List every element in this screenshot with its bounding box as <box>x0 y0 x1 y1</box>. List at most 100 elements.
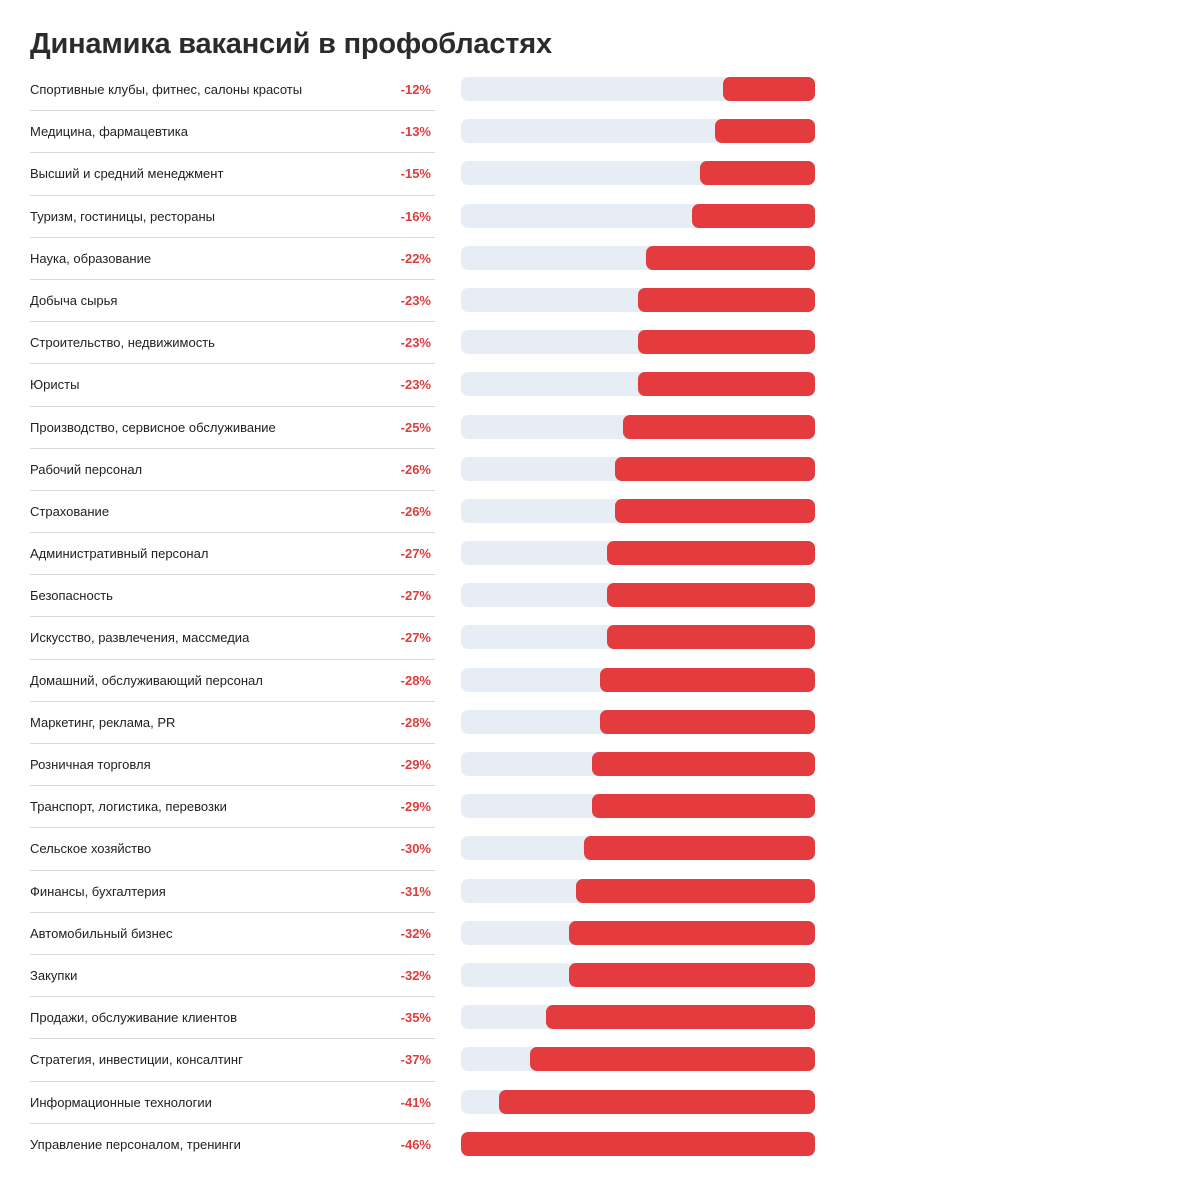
bar-track <box>461 709 815 734</box>
category-label: Безопасность <box>30 588 113 604</box>
row-divider <box>30 278 435 280</box>
value-label: -15% <box>400 166 431 182</box>
bar <box>607 541 815 566</box>
bar <box>638 372 815 397</box>
chart-row: Управление персоналом, тренинги -46% <box>30 1122 816 1165</box>
bar <box>545 1005 815 1030</box>
value-label: -16% <box>400 208 431 224</box>
bar-track <box>461 1089 815 1114</box>
bar <box>607 583 815 608</box>
bar <box>614 498 815 523</box>
bar-track <box>461 878 815 903</box>
category-label: Высший и средний менеджмент <box>30 166 224 182</box>
bar-track <box>461 752 815 776</box>
row-divider <box>30 152 435 154</box>
bar <box>568 962 815 987</box>
row-divider <box>30 1122 435 1124</box>
category-label: Стратегия, инвестиции, консалтинг <box>30 1052 243 1068</box>
row-divider <box>30 363 435 365</box>
category-label: Управление персоналом, тренинги <box>30 1136 241 1152</box>
bar <box>645 245 815 270</box>
chart-row: Рабочий персонал -26% <box>30 447 816 490</box>
row-divider <box>30 489 435 491</box>
category-label: Искусство, развлечения, массмедиа <box>30 630 250 646</box>
bar-track <box>461 1131 815 1156</box>
category-label: Страхование <box>30 503 110 519</box>
bar-track <box>461 962 815 987</box>
category-label: Туризм, гостиницы, рестораны <box>30 208 216 224</box>
category-label: Производство, сервисное обслуживание <box>30 419 276 435</box>
bar-track <box>461 920 815 945</box>
row-divider <box>30 953 435 955</box>
bar-track <box>461 498 815 523</box>
bar-track <box>461 245 815 270</box>
bar-track <box>461 372 815 397</box>
value-label: -30% <box>400 841 431 857</box>
chart-row: Сельское хозяйство -30% <box>30 827 816 869</box>
category-label: Закупки <box>30 967 78 983</box>
row-divider <box>30 827 435 829</box>
bar-track <box>461 330 815 355</box>
chart-row: Высший и средний менеджмент -15% <box>30 152 816 194</box>
value-label: -29% <box>400 757 431 772</box>
bar <box>638 330 815 355</box>
category-label: Медицина, фармацевтика <box>30 124 188 140</box>
chart-row: Наука, образование -22% <box>30 236 816 279</box>
bar <box>714 119 815 144</box>
bar-track <box>461 456 815 481</box>
value-label: -13% <box>400 124 431 140</box>
row-divider <box>30 996 435 998</box>
chart-row: Туризм, гостиницы, рестораны -16% <box>30 194 816 237</box>
bar-track <box>461 625 815 650</box>
bar <box>599 667 815 692</box>
chart-row: Финансы, бухгалтерия -31% <box>30 869 816 912</box>
chart-row: Информационные технологии -41% <box>30 1080 816 1123</box>
bar <box>607 625 815 650</box>
value-label: -23% <box>400 377 431 393</box>
bar-track <box>461 287 815 312</box>
value-label: -26% <box>400 461 431 477</box>
row-divider <box>30 658 435 660</box>
category-label: Транспорт, логистика, перевозки <box>30 799 227 815</box>
bar <box>591 794 815 819</box>
bar-track <box>461 203 815 228</box>
chart-row: Административный персонал -27% <box>30 532 816 574</box>
chart-row: Розничная торговля -29% <box>30 743 816 785</box>
category-label: Строительство, недвижимость <box>30 335 215 351</box>
category-label: Сельское хозяйство <box>30 841 152 857</box>
row-divider <box>30 321 435 323</box>
bar <box>499 1089 815 1114</box>
chart-row: Производство, сервисное обслуживание -25% <box>30 405 816 448</box>
value-label: -32% <box>400 925 431 941</box>
value-label: -46% <box>400 1136 431 1152</box>
chart-row: Безопасность -27% <box>30 574 816 616</box>
value-label: -25% <box>400 419 431 435</box>
bar-track <box>461 1005 815 1030</box>
bar-chart: Спортивные клубы, фитнес, салоны красоты… <box>30 68 816 1165</box>
value-label: -27% <box>400 546 431 562</box>
chart-row: Спортивные клубы, фитнес, салоны красоты… <box>30 68 816 110</box>
category-label: Рабочий персонал <box>30 461 143 477</box>
row-divider <box>30 532 435 534</box>
bar-track <box>461 414 815 439</box>
bar <box>461 1131 815 1156</box>
bar <box>622 414 815 439</box>
value-label: -22% <box>400 250 431 266</box>
chart-row: Страхование -26% <box>30 489 816 532</box>
bar <box>691 203 815 228</box>
bar <box>591 752 815 776</box>
value-label: -31% <box>400 883 431 899</box>
bar <box>576 878 815 903</box>
value-label: -28% <box>400 672 431 688</box>
row-divider <box>30 405 435 407</box>
row-divider <box>30 869 435 871</box>
chart-row: Продажи, обслуживание клиентов -35% <box>30 996 816 1038</box>
bar <box>530 1047 815 1072</box>
row-divider <box>30 194 435 196</box>
bar-track <box>461 836 815 861</box>
category-label: Юристы <box>30 377 80 393</box>
bar-track <box>461 583 815 608</box>
bar <box>699 161 815 186</box>
value-label: -12% <box>400 82 431 97</box>
bar <box>568 920 815 945</box>
